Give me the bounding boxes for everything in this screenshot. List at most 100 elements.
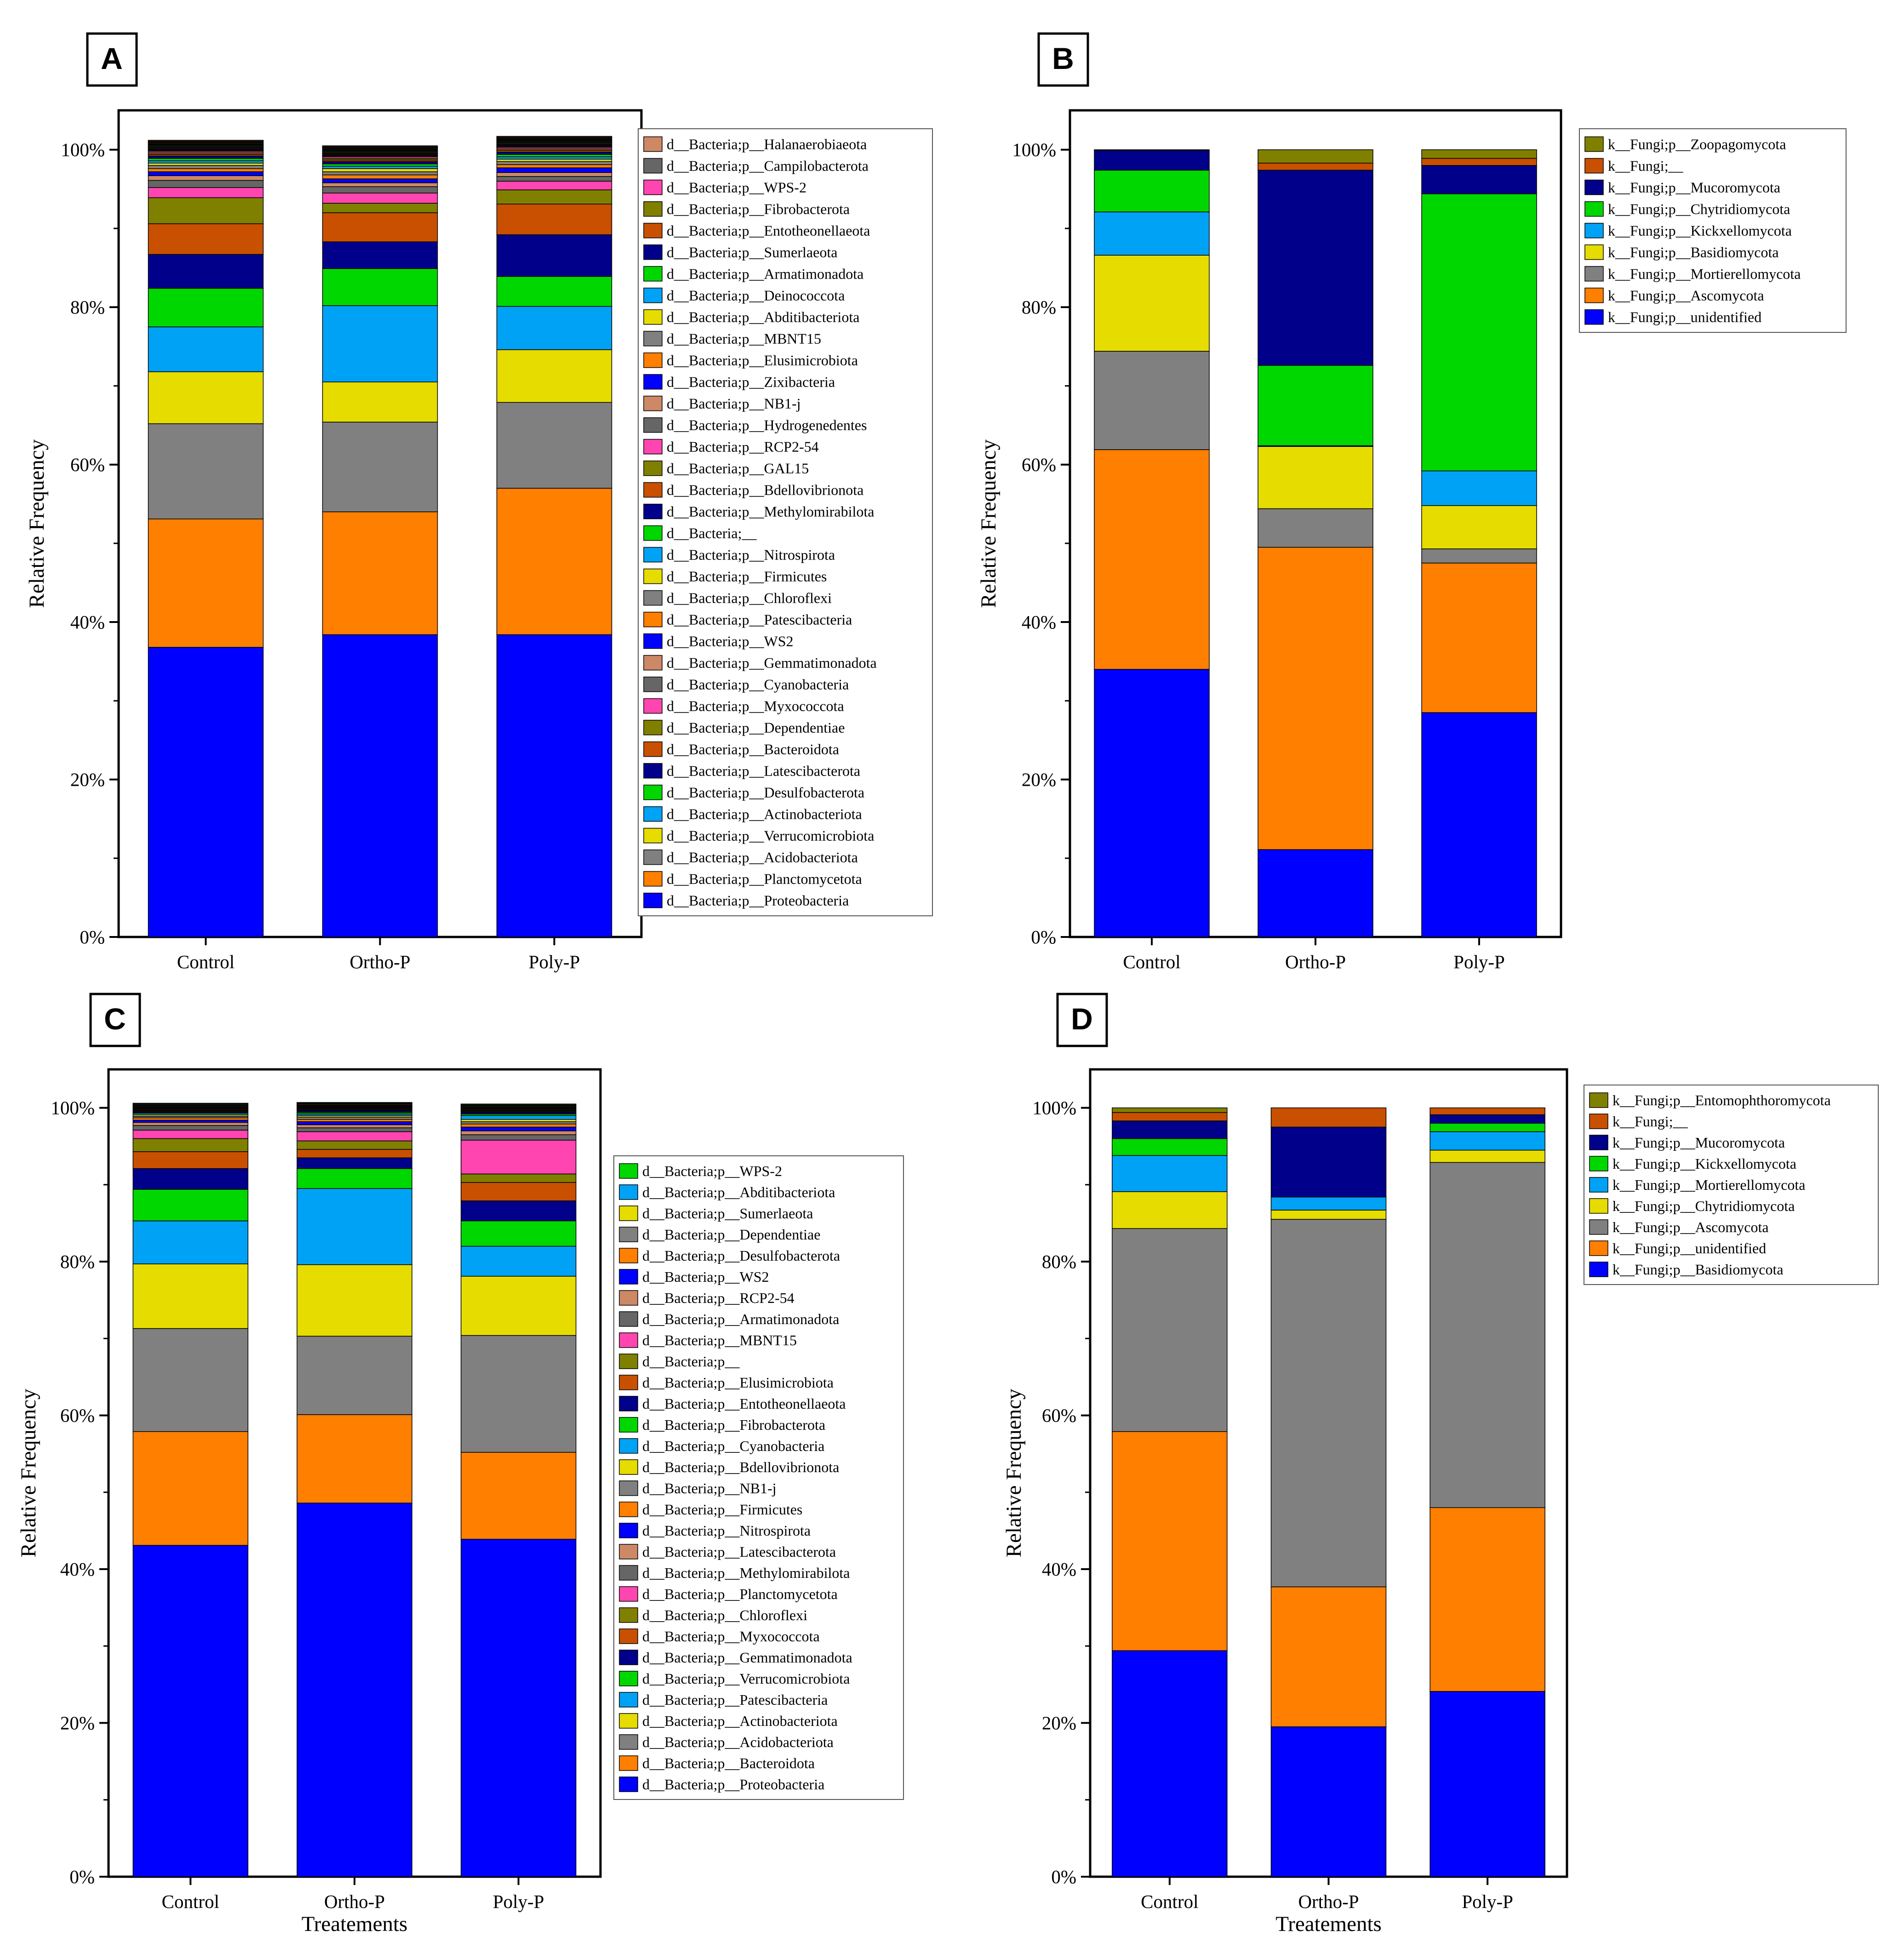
legend-swatch-d-bacteria-p-actinobacteriota [643, 806, 663, 822]
bar-segment-control-d-bacteria-p-chloroflexi [148, 165, 264, 169]
y-axis-title: Relative Frequency [25, 439, 49, 608]
bar-segment-poly-p-d-bacteria-p-myxococcota [496, 181, 612, 190]
bar-segment-ortho-p-d-bacteria-p-nitrospirota [297, 1121, 412, 1125]
panel-d-label: D [1056, 993, 1108, 1047]
legend-swatch-d-bacteria-p-gemmatimonadota [643, 655, 663, 671]
bar-segment-poly-p-k-fungi-p-zoopagomycota [1421, 149, 1537, 159]
svg-text:B: B [1052, 41, 1074, 75]
bar-segment-ortho-p-k-fungi-p-basidiomycota [1258, 446, 1373, 509]
bar-segment-poly-p-d-bacteria-p-latescibacterota [496, 234, 612, 277]
legend-label: k__Fungi;p__Zoopagomycota [1608, 136, 1786, 153]
legend-swatch-d-bacteria-p-latescibacterota [619, 1544, 638, 1559]
bar-segment-ortho-p-k-fungi-p-mortierellomycota [1270, 1196, 1387, 1211]
y-tick-label: 100% [1032, 1097, 1076, 1119]
legend-swatch-d-bacteria-p-sumerlaeota [619, 1205, 638, 1221]
legend-label: k__Fungi;p__Entomophthoromycota [1612, 1092, 1831, 1108]
bar-segment-ortho-p-d-bacteria-p-myxococcota [297, 1149, 412, 1159]
legend-swatch-k-fungi-p-entomophthoromycota [1589, 1092, 1608, 1108]
bar-segment-ortho-p-d-bacteria-p-halanaerobiaeota [322, 145, 438, 147]
bar-segment-control-d-bacteria-p-acidobacteriota [132, 1328, 249, 1432]
y-tick-label: 100% [51, 1097, 95, 1119]
legend-swatch-k-fungi-p-unidentified [1584, 309, 1604, 325]
legend-label: d__Bacteria;p__Planctomycetota [642, 1586, 838, 1602]
bar-segment-poly-p-d-bacteria-p-bacteroidota [496, 204, 612, 235]
bar-segment-control-d-bacteria-p-actinobacteriota [148, 326, 264, 372]
bar-segment-control-k-fungi-p-mucoromycota [1112, 1120, 1228, 1139]
legend-swatch-d-bacteria-p-myxococcota [619, 1628, 638, 1644]
legend-label: d__Bacteria;p__Myxococcota [642, 1628, 820, 1645]
legend-swatch-d-bacteria-p-bacteroidota [643, 741, 663, 757]
bar-segment-control-k-fungi [1112, 1112, 1228, 1121]
bar-segment-ortho-p-d-bacteria-p-acidobacteriota [297, 1336, 412, 1415]
legend-label: d__Bacteria;p__NB1-j [642, 1480, 776, 1496]
bar-segment-poly-p-k-fungi-p-chytridiomycota [1421, 193, 1537, 472]
bar-segment-control-k-fungi-p-kickxellomycota [1112, 1138, 1228, 1156]
bar-segment-control-d-bacteria-p-proteobacteria [148, 647, 264, 937]
bar-segment-control-k-fungi-p-chytridiomycota [1112, 1191, 1228, 1229]
legend-label: d__Bacteria;p__Actinobacteriota [642, 1713, 838, 1729]
legend-swatch-d-bacteria-p-verrucomicrobiota [643, 828, 663, 844]
bar-segment-ortho-p-d-bacteria-p-patescibacteria [322, 174, 438, 179]
bar-segment-control-d-bacteria-p-patescibacteria [132, 1220, 249, 1264]
bar-segment-control-d-bacteria-p-chloroflexi [132, 1138, 249, 1152]
bar-segment-ortho-p-k-fungi-p-unidentified [1258, 849, 1373, 937]
bar-segment-poly-p-d-bacteria-p-verrucomicrobiota [460, 1220, 577, 1247]
bar-segment-ortho-p-k-fungi-p-chytridiomycota [1270, 1210, 1387, 1220]
bar-segment-ortho-p-d-bacteria-p-gemmatimonadota [297, 1157, 412, 1169]
bar-segment-ortho-p-d-bacteria-p-bacteroidota [297, 1414, 412, 1503]
legend-label: k__Fungi;p__Chytridiomycota [1608, 201, 1790, 217]
bar-segment-control-k-fungi-p-unidentified [1094, 669, 1210, 937]
legend-swatch-d-bacteria-p-chloroflexi [619, 1607, 638, 1623]
bar-segment-poly-p-d-bacteria-p-myxococcota [460, 1182, 577, 1201]
legend-label: d__Bacteria;p__Acidobacteriota [642, 1734, 834, 1750]
legend-label: d__Bacteria;p__Sumerlaeota [642, 1205, 813, 1222]
legend-label: d__Bacteria;p__MBNT15 [667, 331, 821, 347]
bar-segment-poly-p-d-bacteria-p-methylomirabilota [496, 152, 612, 155]
bar-segment-control-d-bacteria-p-planctomycetota [132, 1130, 249, 1139]
y-tick-label: 60% [1042, 1405, 1076, 1426]
y-tick-label: 20% [1042, 1713, 1076, 1734]
bar-segment-ortho-p-d-bacteria-p-cyanobacteria [322, 186, 438, 194]
bar-segment-poly-p-d-bacteria-p-planctomycetota [460, 1140, 577, 1175]
legend-swatch-k-fungi-p-mortierellomycota [1589, 1177, 1608, 1193]
legend-label: k__Fungi;p__Chytridiomycota [1612, 1198, 1795, 1214]
bar-segment-ortho-p-d-bacteria-p-planctomycetota [297, 1131, 412, 1142]
x-tick-label: Control [1123, 951, 1180, 972]
y-tick-label: 80% [1042, 1251, 1076, 1272]
legend-swatch-d-bacteria-p-wps-2 [619, 1163, 638, 1179]
legend-swatch-d-bacteria [643, 525, 663, 541]
bar-segment-control-d-bacteria-p-nitrospirota [132, 1119, 249, 1123]
legend-label: d__Bacteria;p__Nitrospirota [667, 547, 835, 563]
bar-segment-poly-p-k-fungi [1421, 158, 1537, 166]
panel-a-label: A [86, 32, 138, 87]
bar-segment-control-d-bacteria-p-planctomycetota [148, 518, 264, 648]
bar-segment-ortho-p-d-bacteria-p-actinobacteriota [322, 305, 438, 383]
legend-swatch-k-fungi-p-basidiomycota [1584, 244, 1604, 260]
bar-segment-ortho-p-d-bacteria [322, 163, 438, 167]
bar-segment-control-d-bacteria-p-verrucomicrobiota [132, 1189, 249, 1222]
bar-segment-control-d-bacteria-p-methylomirabilota [132, 1125, 249, 1131]
legend-label: d__Bacteria;p__Sumerlaeota [667, 244, 837, 261]
y-tick-label: 60% [70, 454, 105, 475]
y-tick-label: 40% [60, 1559, 95, 1580]
bar-segment-poly-p-d-bacteria-p-patescibacteria [496, 164, 612, 168]
bar-segment-ortho-p-d-bacteria-p-proteobacteria [297, 1502, 412, 1877]
legend-label: d__Bacteria;p__Verrucomicrobiota [667, 828, 874, 844]
y-tick-label: 60% [60, 1405, 95, 1426]
bar-segment-poly-p-d-bacteria-p-chloroflexi [496, 161, 612, 165]
legend-label: d__Bacteria;p__MBNT15 [642, 1332, 797, 1348]
bar-segment-ortho-p-d-bacteria-p-dependentiae [322, 203, 438, 213]
legend-swatch-d-bacteria-p-wps-2 [643, 179, 663, 195]
bar-segment-control-d-bacteria-p-methylomirabilota [148, 155, 264, 159]
svg-text:C: C [104, 1002, 126, 1036]
legend-swatch-d-bacteria-p-abditibacteriota [643, 309, 663, 325]
x-tick-label: Ortho-P [324, 1891, 385, 1912]
bar-segment-control-d-bacteria-p-latescibacterota [132, 1122, 249, 1126]
legend-swatch-d-bacteria-p-nitrospirota [643, 547, 663, 563]
bar-segment-ortho-p-k-fungi-p-ascomycota [1270, 1219, 1387, 1588]
legend-swatch-d-bacteria-p-fibrobacterota [643, 201, 663, 217]
legend-swatch-d-bacteria-p-methylomirabilota [643, 503, 663, 520]
bar-segment-ortho-p-d-bacteria-p-patescibacteria [297, 1188, 412, 1265]
bar-segment-poly-p-d-bacteria-p-acidobacteriota [460, 1335, 577, 1453]
legend-label: d__Bacteria;p__Deinococcota [667, 287, 845, 304]
